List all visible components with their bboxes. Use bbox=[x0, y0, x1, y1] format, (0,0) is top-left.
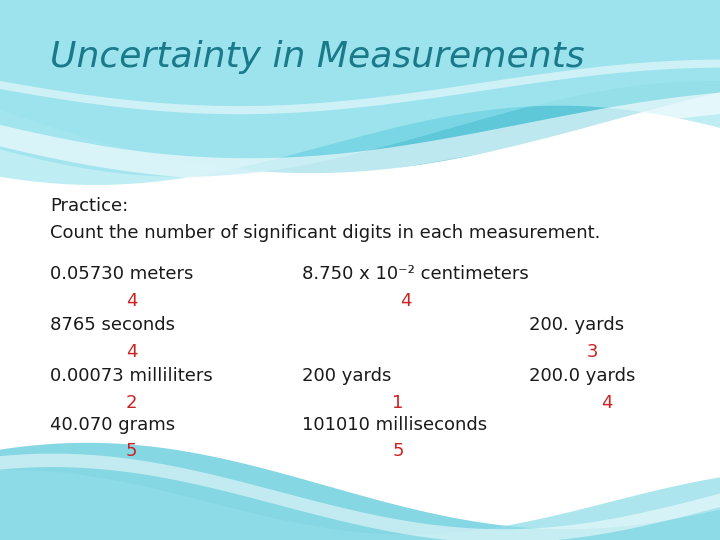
Text: 200.0 yards: 200.0 yards bbox=[529, 367, 636, 385]
Polygon shape bbox=[0, 0, 720, 173]
Text: 5: 5 bbox=[392, 442, 404, 460]
Text: 0.00073 milliliters: 0.00073 milliliters bbox=[50, 367, 213, 385]
Polygon shape bbox=[0, 443, 720, 540]
Text: Count the number of significant digits in each measurement.: Count the number of significant digits i… bbox=[50, 224, 600, 242]
Polygon shape bbox=[0, 470, 720, 540]
Text: 8.750 x 10⁻² centimeters: 8.750 x 10⁻² centimeters bbox=[302, 265, 529, 282]
Text: 3: 3 bbox=[587, 343, 598, 361]
Text: 40.070 grams: 40.070 grams bbox=[50, 416, 176, 434]
Text: 4: 4 bbox=[126, 292, 138, 309]
Text: 101010 milliseconds: 101010 milliseconds bbox=[302, 416, 487, 434]
Text: Uncertainty in Measurements: Uncertainty in Measurements bbox=[50, 40, 585, 73]
Text: 200 yards: 200 yards bbox=[302, 367, 392, 385]
Text: 4: 4 bbox=[126, 343, 138, 361]
Text: 4: 4 bbox=[400, 292, 411, 309]
Polygon shape bbox=[0, 59, 720, 114]
Polygon shape bbox=[0, 0, 720, 185]
Text: Practice:: Practice: bbox=[50, 197, 129, 215]
Text: 2: 2 bbox=[126, 394, 138, 412]
Polygon shape bbox=[0, 0, 720, 177]
Text: 1: 1 bbox=[392, 394, 404, 412]
Polygon shape bbox=[0, 454, 720, 540]
Text: 8765 seconds: 8765 seconds bbox=[50, 316, 176, 334]
Polygon shape bbox=[0, 92, 720, 180]
Text: 5: 5 bbox=[126, 442, 138, 460]
Text: 4: 4 bbox=[601, 394, 613, 412]
Text: 200. yards: 200. yards bbox=[529, 316, 624, 334]
Text: 0.05730 meters: 0.05730 meters bbox=[50, 265, 194, 282]
